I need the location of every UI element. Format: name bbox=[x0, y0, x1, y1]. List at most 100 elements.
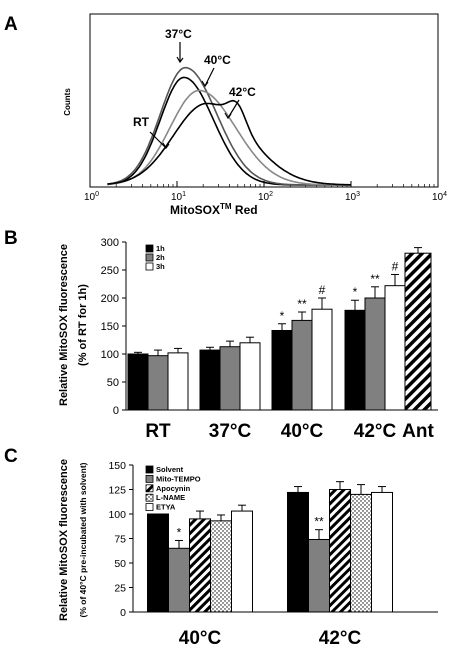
significance-mark: ** bbox=[370, 272, 380, 286]
y-tick-label: 50 bbox=[107, 377, 119, 389]
significance-mark: # bbox=[392, 259, 399, 273]
panel-a-curve-3 bbox=[107, 89, 351, 186]
panel-a-curve-4 bbox=[107, 99, 351, 186]
panel-a-xlabel: MitoSOXTM Red bbox=[170, 202, 258, 217]
legend-label: ETYA bbox=[156, 503, 176, 512]
panel-c-ylabel: Relative MitoSOX fluorescence bbox=[58, 459, 70, 621]
bar bbox=[271, 329, 293, 411]
legend-label: 2h bbox=[156, 253, 165, 262]
y-tick-label: 250 bbox=[101, 265, 119, 277]
legend-swatch bbox=[145, 253, 154, 262]
bar bbox=[311, 308, 333, 411]
category-label: 40°C bbox=[281, 421, 324, 442]
significance-mark: * bbox=[353, 285, 358, 299]
panel-a: A Counts 100 101 102 103 104 MitoSOXTM Red R… bbox=[4, 13, 447, 217]
y-tick-label: 200 bbox=[101, 293, 119, 305]
panel-a-xtick-label: 103 bbox=[345, 191, 360, 203]
bar bbox=[291, 319, 313, 411]
legend-swatch bbox=[145, 474, 154, 483]
legend-swatch bbox=[145, 484, 154, 493]
bar bbox=[384, 285, 406, 411]
legend-label: 1h bbox=[156, 244, 165, 253]
bar bbox=[210, 520, 232, 613]
legend-label: L-NAME bbox=[156, 493, 185, 502]
legend-swatch bbox=[145, 262, 154, 271]
panel-b-label: B bbox=[4, 228, 18, 249]
panel-a-arrowhead bbox=[176, 56, 184, 64]
category-label: 42°C bbox=[354, 421, 397, 442]
bar bbox=[167, 352, 189, 411]
bar bbox=[344, 309, 366, 411]
legend-swatch bbox=[145, 493, 154, 502]
category-label: RT bbox=[145, 421, 171, 442]
panel-c-chart: 0 25 50 75 100 125 150 40°C * 42°C ** SolventMito-T… bbox=[108, 460, 438, 649]
panel-a-xtick-label: 102 bbox=[258, 191, 273, 203]
legend-swatch bbox=[145, 503, 154, 512]
bar bbox=[189, 518, 211, 613]
panel-a-xtick-label: 100 bbox=[84, 191, 99, 203]
panel-a-xtick-label: 101 bbox=[171, 191, 186, 203]
panel-c: C Relative MitoSOX fluorescence (% of 40… bbox=[4, 446, 438, 649]
significance-mark: ** bbox=[297, 297, 307, 311]
panel-a-curve-2 bbox=[107, 66, 351, 186]
panel-b-ylabel-sub: (% of RT for 1h) bbox=[77, 284, 89, 366]
category-label: 42°C bbox=[319, 628, 362, 649]
y-tick-label: 0 bbox=[120, 607, 126, 619]
panel-a-series-label: RT bbox=[133, 115, 150, 129]
panel-a-label: A bbox=[4, 14, 18, 35]
panel-a-series-label: 40°C bbox=[204, 53, 231, 67]
significance-mark: * bbox=[177, 525, 182, 539]
panel-a-arrowhead bbox=[201, 80, 209, 88]
legend-label: Mito-TEMPO bbox=[156, 474, 201, 483]
y-tick-label: 50 bbox=[114, 558, 126, 570]
bar bbox=[199, 349, 221, 411]
category-label: Ant bbox=[402, 421, 434, 442]
panel-a-arrowhead bbox=[224, 112, 232, 120]
panel-c-label: C bbox=[4, 446, 18, 467]
bar bbox=[239, 342, 261, 411]
y-tick-label: 150 bbox=[108, 460, 126, 472]
bar bbox=[308, 538, 330, 613]
panel-a-series-label: 37°C bbox=[165, 27, 192, 41]
panel-a-arrowhead bbox=[162, 142, 170, 150]
category-label: 40°C bbox=[179, 628, 222, 649]
bar bbox=[371, 491, 393, 613]
y-tick-label: 0 bbox=[113, 405, 119, 417]
panel-a-annotations: RT 37°C 40°C 42°C bbox=[133, 27, 256, 150]
panel-c-ylabel-sub: (% of 40°C pre-incubated with solvent) bbox=[78, 462, 88, 617]
bar bbox=[147, 513, 169, 613]
bar-ant bbox=[404, 252, 432, 411]
panel-a-xticks: 100 101 102 103 104 bbox=[84, 181, 447, 203]
y-tick-label: 100 bbox=[101, 349, 119, 361]
legend-label: Solvent bbox=[156, 465, 184, 474]
y-tick-label: 125 bbox=[108, 485, 126, 497]
bar bbox=[350, 493, 372, 613]
panel-b: B Relative MitoSOX fluorescence (% of RT… bbox=[4, 228, 438, 442]
legend-swatch bbox=[145, 244, 154, 253]
panel-a-xtick-label: 104 bbox=[432, 191, 447, 203]
panel-a-arrow bbox=[149, 131, 167, 149]
bar bbox=[219, 346, 241, 411]
panel-a-ylabel: Counts bbox=[63, 88, 72, 116]
legend-swatch bbox=[145, 465, 154, 474]
panel-a-arrow bbox=[204, 67, 215, 87]
legend-label: Apocynin bbox=[156, 484, 191, 493]
significance-mark: ** bbox=[314, 515, 324, 529]
bar bbox=[364, 297, 386, 411]
y-tick-label: 300 bbox=[101, 237, 119, 249]
y-tick-label: 100 bbox=[108, 509, 126, 521]
bar bbox=[127, 353, 149, 411]
bar bbox=[147, 355, 169, 411]
y-tick-label: 25 bbox=[114, 583, 126, 595]
bar bbox=[168, 547, 190, 613]
panel-b-ylabel: Relative MitoSOX fluorescence bbox=[58, 244, 70, 406]
panel-a-curves bbox=[107, 66, 351, 186]
category-label: 37°C bbox=[209, 421, 252, 442]
y-tick-label: 75 bbox=[114, 534, 126, 546]
legend-label: 3h bbox=[156, 262, 165, 271]
y-tick-label: 150 bbox=[101, 321, 119, 333]
